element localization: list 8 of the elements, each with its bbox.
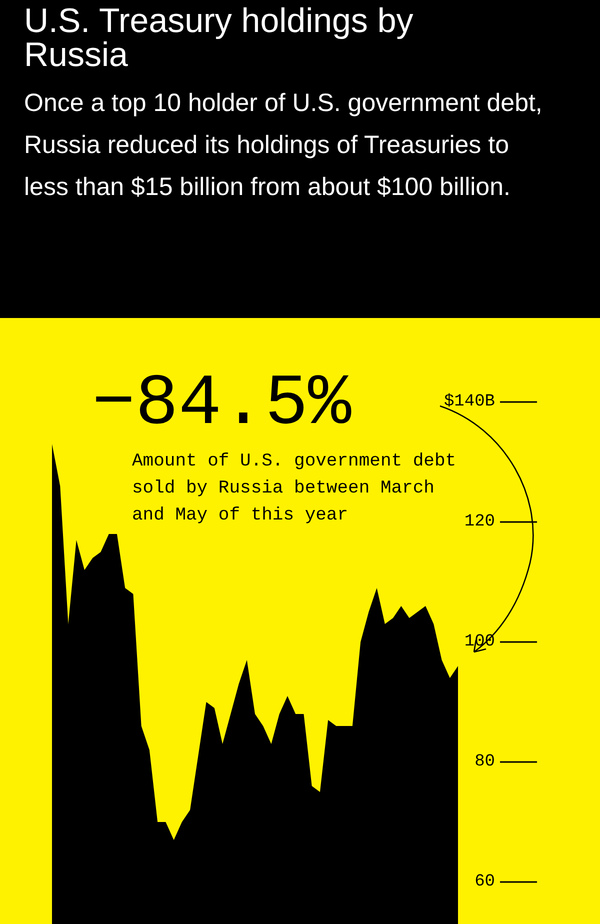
- chart-title: U.S. Treasury holdings by Russia: [24, 2, 414, 74]
- y-tick-label: 120: [464, 512, 495, 532]
- y-tick-label: 80: [474, 752, 495, 772]
- y-tick-label: 60: [474, 872, 495, 892]
- chart-subtitle: Once a top 10 holder of U.S. government debt, Russia reduced its holdings of Treasuries to less than $15 billion from about $100 billion.: [24, 88, 544, 203]
- y-tick-label: $140B: [444, 392, 495, 412]
- annotation: −84.5%: [92, 363, 352, 445]
- annotation: Amount of U.S. government debt sold by Russia between March and May of this year: [132, 452, 467, 526]
